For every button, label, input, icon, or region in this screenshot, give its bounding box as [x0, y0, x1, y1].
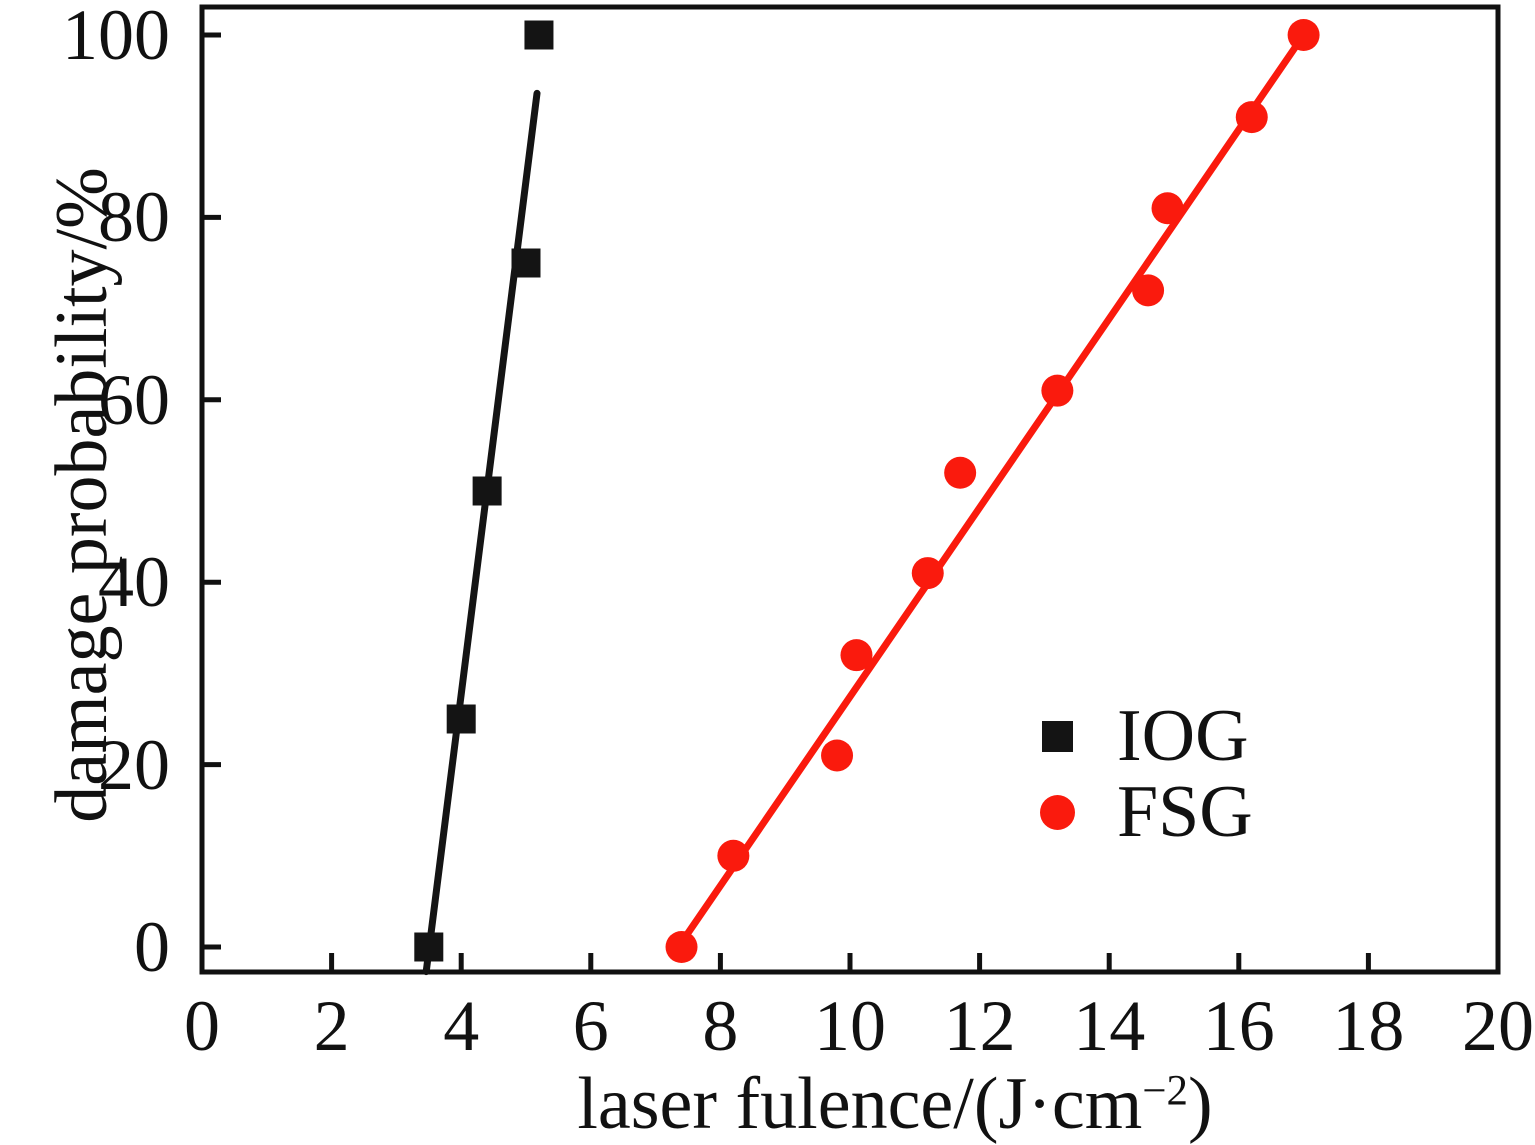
x-axis-title-close: ): [1187, 1063, 1213, 1145]
iog-fit-line: [422, 89, 541, 976]
x-tick-label-6: 6: [572, 986, 609, 1066]
fsg-marker: [1235, 101, 1268, 134]
y-tick-label-80: 80: [98, 177, 170, 258]
x-tick-label-8: 8: [702, 986, 739, 1066]
y-tick-label-100: 100: [62, 0, 170, 75]
x-tick-label-18: 18: [1332, 986, 1405, 1066]
y-tick-label-0: 0: [134, 907, 170, 987]
y-axis-title: damage probability/%: [41, 167, 123, 823]
x-axis-title: laser fulence/(J·cm−2): [577, 1067, 1212, 1141]
x-axis-title-superscript: −2: [1142, 1067, 1188, 1115]
iog-marker: [472, 476, 502, 506]
x-tick-label-12: 12: [943, 986, 1016, 1066]
y-tick-label-40: 40: [98, 542, 170, 623]
iog-marker: [414, 932, 444, 962]
legend-item-iog: IOG: [1039, 698, 1253, 774]
x-axis-title-main: laser fulence/(J·cm: [577, 1063, 1143, 1145]
legend-label-iog: IOG: [1117, 695, 1249, 777]
fsg-marker: [1287, 19, 1320, 51]
fsg-marker: [944, 456, 977, 489]
iog-square-marker-icon: [1041, 720, 1073, 752]
fsg-marker: [840, 639, 873, 672]
legend-marker-box: [1039, 794, 1075, 830]
fsg-circle-marker-icon: [1039, 794, 1075, 830]
fsg-marker: [1151, 192, 1184, 225]
fsg-marker: [1132, 274, 1165, 307]
x-tick-label-4: 4: [443, 986, 480, 1066]
legend-marker-box: [1039, 720, 1075, 752]
fsg-marker: [821, 739, 854, 772]
x-tick-label-16: 16: [1202, 986, 1275, 1066]
fsg-marker: [911, 557, 944, 590]
legend: IOG FSG: [1039, 698, 1253, 850]
plot-frame: [199, 4, 1501, 975]
fsg-marker: [717, 839, 750, 872]
iog-marker: [446, 704, 476, 734]
x-tick-label-14: 14: [1073, 986, 1146, 1066]
x-tick-label-0: 0: [184, 986, 220, 1066]
y-tick-label-60: 60: [98, 359, 170, 440]
x-tick-label-20: 20: [1462, 986, 1534, 1066]
fsg-marker: [1041, 374, 1074, 407]
iog-marker: [524, 20, 554, 50]
iog-marker: [511, 248, 541, 278]
legend-label-fsg: FSG: [1117, 771, 1253, 853]
fsg-marker: [665, 931, 698, 963]
legend-item-fsg: FSG: [1039, 774, 1253, 850]
y-tick-label-20: 20: [98, 724, 170, 805]
fsg-fit-line: [679, 29, 1309, 945]
x-tick-label-2: 2: [313, 986, 350, 1066]
x-tick-label-10: 10: [814, 986, 886, 1066]
